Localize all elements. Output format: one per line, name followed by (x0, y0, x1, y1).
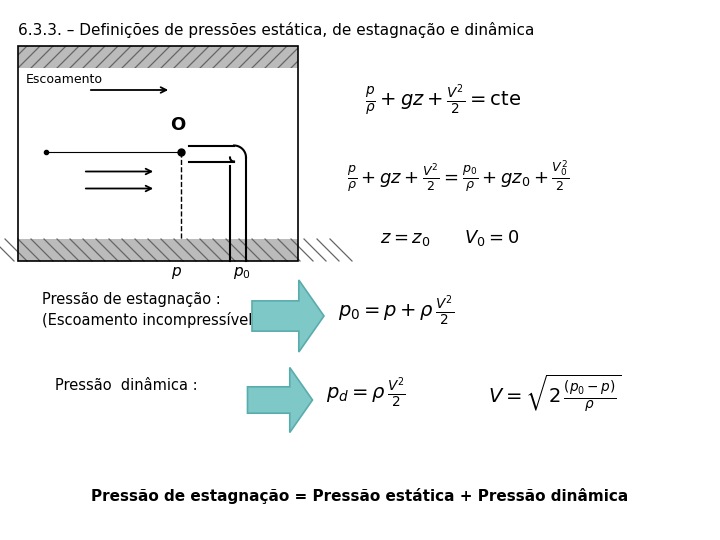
Text: Pressão de estagnação = Pressão estática + Pressão dinâmica: Pressão de estagnação = Pressão estática… (91, 488, 629, 504)
Text: $p_d = \rho\,\frac{V^2}{2}$: $p_d = \rho\,\frac{V^2}{2}$ (326, 376, 406, 410)
Text: (Escoamento incompressível): (Escoamento incompressível) (42, 312, 258, 328)
Text: $p$: $p$ (171, 265, 182, 281)
Text: $z = z_0 \quad\quad V_0 = 0$: $z = z_0 \quad\quad V_0 = 0$ (380, 228, 520, 248)
Bar (18, 239, 298, 261)
Text: $\frac{p}{\rho} + gz + \frac{V^2}{2} = \frac{p_0}{\rho} + gz_0 + \frac{V_0^2}{2}: $\frac{p}{\rho} + gz + \frac{V^2}{2} = \… (347, 158, 570, 194)
Text: O: O (171, 116, 186, 133)
Text: Pressão de estagnação :: Pressão de estagnação : (42, 292, 221, 307)
Text: $p_0$: $p_0$ (233, 265, 251, 281)
Text: $\frac{p}{\rho} + gz + \frac{V^2}{2} = \mathrm{cte}$: $\frac{p}{\rho} + gz + \frac{V^2}{2} = \… (365, 82, 521, 118)
Text: $p_0 = p + \rho\,\frac{V^2}{2}$: $p_0 = p + \rho\,\frac{V^2}{2}$ (338, 294, 454, 328)
Text: Pressão  dinâmica :: Pressão dinâmica : (55, 378, 197, 393)
Bar (18, 46, 298, 68)
Text: 6.3.3. – Definições de pressões estática, de estagnação e dinâmica: 6.3.3. – Definições de pressões estática… (18, 22, 534, 38)
Bar (18, 46, 298, 261)
Polygon shape (248, 368, 312, 433)
Text: Escoamento: Escoamento (26, 73, 103, 86)
Bar (18, 68, 298, 239)
Polygon shape (252, 280, 324, 352)
Text: $V = \sqrt{2\,\frac{(p_0 - p)}{\rho}}$: $V = \sqrt{2\,\frac{(p_0 - p)}{\rho}}$ (488, 373, 622, 414)
